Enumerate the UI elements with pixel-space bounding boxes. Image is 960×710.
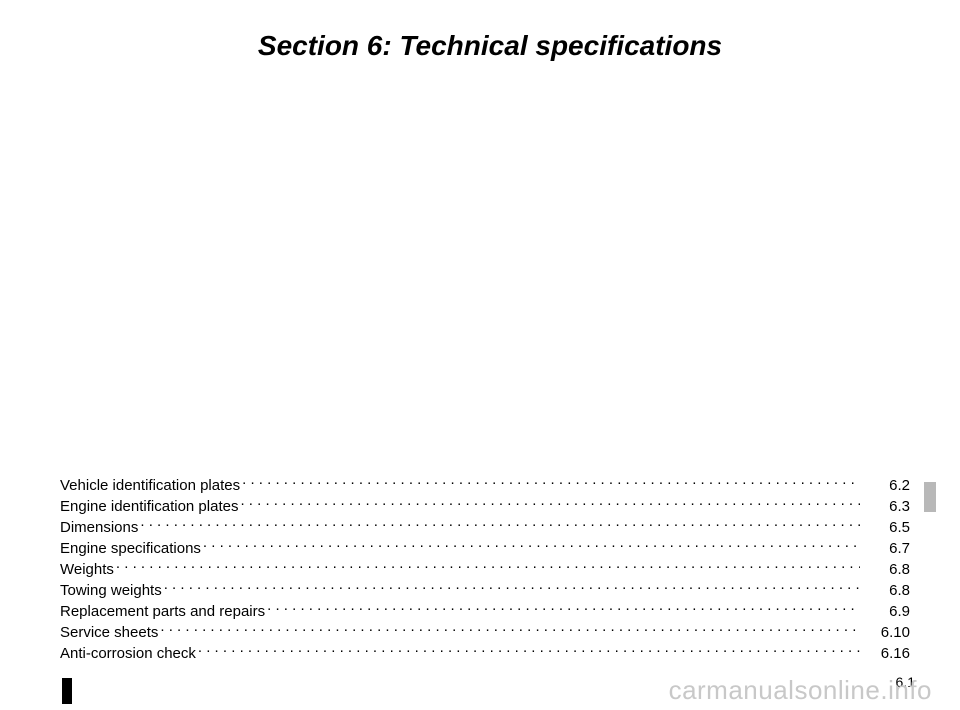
toc-label: Service sheets xyxy=(60,622,158,643)
toc-page: 6.8 xyxy=(862,580,910,601)
table-of-contents: Vehicle identification plates 6.2 Engine… xyxy=(60,475,910,664)
toc-row: Vehicle identification plates 6.2 xyxy=(60,475,910,496)
section-title: Section 6: Technical specifications xyxy=(60,30,920,62)
toc-label: Anti-corrosion check xyxy=(60,643,196,664)
toc-page: 6.5 xyxy=(862,517,910,538)
toc-label: Weights xyxy=(60,559,114,580)
toc-leader-dots xyxy=(240,496,860,511)
toc-label: Engine specifications xyxy=(60,538,201,559)
toc-page: 6.7 xyxy=(862,538,910,559)
toc-leader-dots xyxy=(116,559,860,574)
toc-row: Anti-corrosion check 6.16 xyxy=(60,643,910,664)
toc-page: 6.8 xyxy=(862,559,910,580)
section-tab-marker xyxy=(924,482,936,512)
toc-leader-dots xyxy=(140,517,860,532)
toc-label: Vehicle identification plates xyxy=(60,475,240,496)
toc-page: 6.3 xyxy=(862,496,910,517)
toc-page: 6.2 xyxy=(862,475,910,496)
toc-leader-dots xyxy=(203,538,860,553)
toc-leader-dots xyxy=(242,475,860,490)
footer-mark-icon xyxy=(62,678,72,704)
toc-row: Engine identification plates 6.3 xyxy=(60,496,910,517)
toc-page: 6.16 xyxy=(862,643,910,664)
toc-row: Towing weights 6.8 xyxy=(60,580,910,601)
toc-page: 6.10 xyxy=(862,622,910,643)
toc-row: Dimensions 6.5 xyxy=(60,517,910,538)
toc-label: Dimensions xyxy=(60,517,138,538)
watermark-text: carmanualsonline.info xyxy=(669,675,932,706)
toc-row: Engine specifications 6.7 xyxy=(60,538,910,559)
toc-row: Service sheets 6.10 xyxy=(60,622,910,643)
toc-leader-dots xyxy=(198,643,860,658)
toc-label: Towing weights xyxy=(60,580,162,601)
toc-leader-dots xyxy=(160,622,860,637)
toc-label: Engine identification plates xyxy=(60,496,238,517)
manual-page: Section 6: Technical specifications Vehi… xyxy=(0,0,960,710)
toc-page: 6.9 xyxy=(862,601,910,622)
toc-label: Replacement parts and repairs xyxy=(60,601,265,622)
toc-row: Weights 6.8 xyxy=(60,559,910,580)
toc-leader-dots xyxy=(164,580,860,595)
toc-row: Replacement parts and repairs 6.9 xyxy=(60,601,910,622)
toc-leader-dots xyxy=(267,601,860,616)
